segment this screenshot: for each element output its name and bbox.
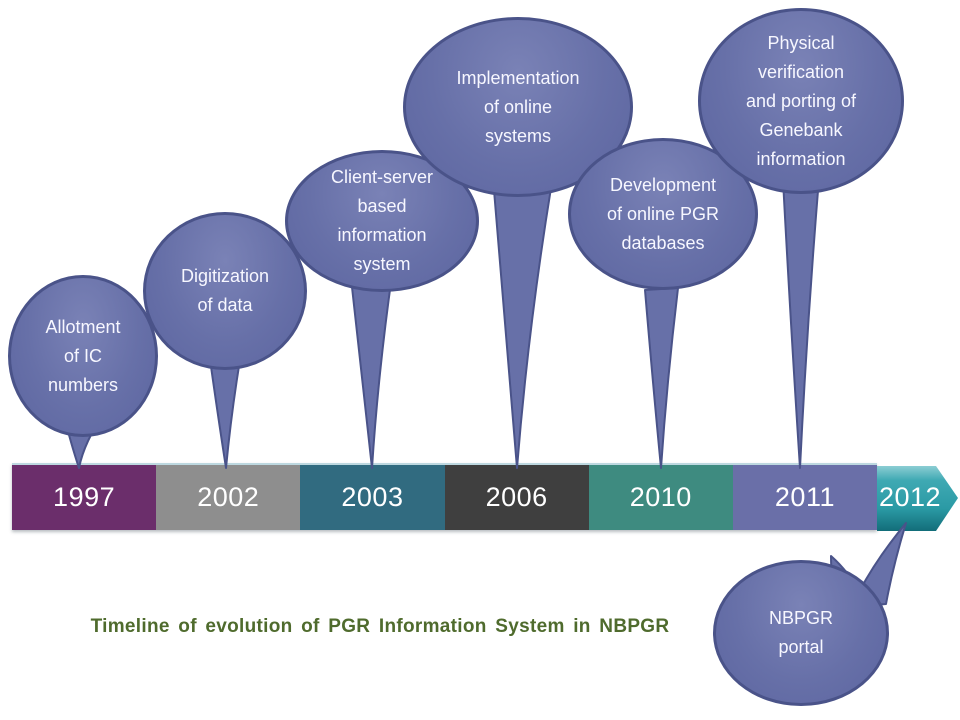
year-label: 2012 bbox=[878, 482, 942, 512]
timeline-segment-2012-label: 2012 bbox=[877, 465, 943, 530]
year-label: 2011 bbox=[774, 482, 835, 512]
timeline-arrow-2012 bbox=[877, 466, 958, 531]
timeline-segment-1997: 1997 bbox=[12, 465, 157, 530]
timeline-bar: 1997 2002 2003 2006 2010 2011 bbox=[12, 463, 878, 530]
balloon-tail-2002 bbox=[207, 341, 244, 469]
balloon-allotment-ic-numbers: Allotment of IC numbers bbox=[8, 275, 158, 437]
balloon-label: Development of online PGR databases bbox=[606, 174, 720, 253]
timeline-segment-2003: 2003 bbox=[300, 465, 445, 530]
balloon-physical-verification-genebank: Physical verification and porting of Gen… bbox=[698, 8, 904, 194]
balloon-tail-2003 bbox=[350, 274, 393, 469]
balloon-label: Allotment of IC numbers bbox=[45, 316, 121, 395]
year-label: 2006 bbox=[485, 482, 548, 512]
balloon-label: Implementation of online systems bbox=[456, 67, 580, 146]
balloon-label: Physical verification and porting of Gen… bbox=[745, 32, 857, 169]
year-label: 2002 bbox=[197, 482, 260, 512]
timeline-segment-2011: 2011 bbox=[732, 465, 878, 530]
timeline-segment-2002: 2002 bbox=[156, 465, 301, 530]
balloon-tail-2011 bbox=[782, 177, 820, 469]
slide-caption: Timeline of evolution of PGR Information… bbox=[90, 616, 670, 637]
timeline-segment-2006: 2006 bbox=[444, 465, 589, 530]
balloon-label: Client-server based information system bbox=[330, 167, 434, 274]
balloon-label: NBPGR portal bbox=[768, 608, 833, 657]
balloon-digitization-of-data: Digitization of data bbox=[143, 212, 307, 370]
balloon-tail-2010 bbox=[644, 287, 679, 469]
timeline-segment-2010: 2010 bbox=[588, 465, 733, 530]
balloon-tail-2006 bbox=[493, 187, 552, 469]
balloon-nbpgr-portal: NBPGR portal bbox=[713, 560, 889, 706]
balloon-development-online-pgr-databases: Development of online PGR databases bbox=[568, 138, 758, 290]
year-label: 1997 bbox=[53, 482, 116, 512]
year-label: 2003 bbox=[341, 482, 404, 512]
balloon-label: Digitization of data bbox=[180, 266, 270, 315]
year-label: 2010 bbox=[629, 482, 692, 512]
